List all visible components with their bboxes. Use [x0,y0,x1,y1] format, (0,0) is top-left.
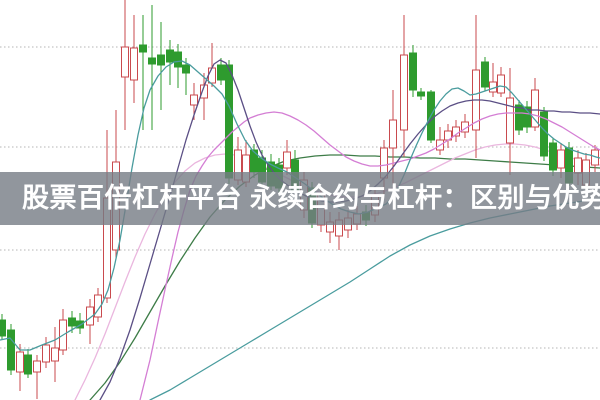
headline-banner: 股票百倍杠杆平台 永续合约与杠杆：区别与优势 [0,172,600,225]
headline-text: 股票百倍杠杆平台 永续合约与杠杆：区别与优势 [22,183,600,213]
